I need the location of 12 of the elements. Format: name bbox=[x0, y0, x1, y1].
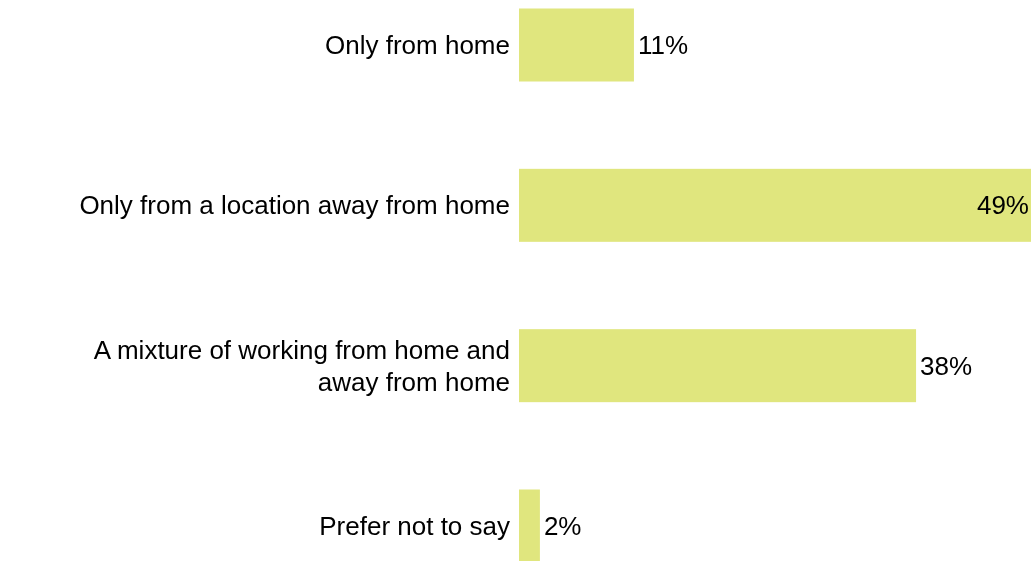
data-label: 2% bbox=[543, 511, 582, 542]
bar bbox=[519, 489, 540, 561]
data-label: 38% bbox=[920, 350, 973, 381]
bar bbox=[519, 329, 917, 403]
bar bbox=[519, 168, 1031, 242]
y-tick-label: Prefer not to say bbox=[319, 511, 510, 542]
data-label: 49% bbox=[976, 190, 1029, 221]
y-tick-label: Only from a location away from home bbox=[79, 190, 510, 221]
y-tick-label: Only from home bbox=[325, 30, 510, 61]
y-tick-label: A mixture of working from home and away from home bbox=[93, 334, 510, 397]
data-label: 11% bbox=[637, 30, 689, 61]
bar bbox=[519, 8, 634, 82]
